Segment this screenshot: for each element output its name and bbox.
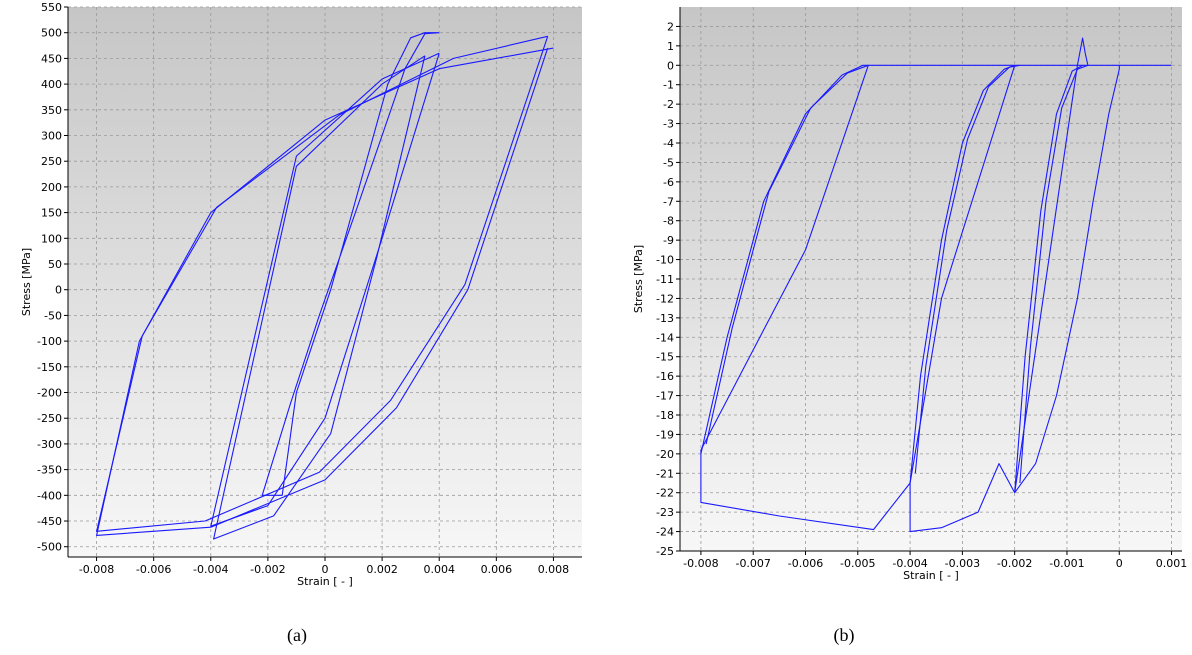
y-tick-label: -450 (37, 515, 62, 528)
x-tick-label: -0.002 (997, 557, 1032, 570)
x-tick-label: -0.004 (892, 557, 927, 570)
series-group (96, 32, 554, 540)
series-line-2 (96, 35, 549, 532)
chart-panel-b: 2 1 0 -1 -2 -3 -4 -5 -6 -7 -8 -9 -10 -11 -12 -13 -14 -15 -… (620, 0, 1192, 600)
x-axis-label: Strain [ - ] (903, 569, 959, 582)
x-tick-label: -0.006 (136, 563, 171, 576)
series-line-8 (909, 463, 1016, 533)
y-tick-label: 200 (41, 181, 62, 194)
y-tick-label: -15 (656, 351, 674, 364)
y-tick-label: -16 (656, 370, 674, 383)
series-group (700, 37, 1172, 533)
y-tick-label: -9 (663, 234, 674, 247)
series-line-5 (909, 64, 1015, 484)
x-tick-label: -0.008 (683, 557, 718, 570)
y-tick-label: -13 (656, 312, 674, 325)
y-axis-label: Stress [MPa] (632, 245, 645, 313)
y-tick-label: 100 (41, 232, 62, 245)
y-tick-label: -10 (656, 254, 674, 267)
x-tick-label: 0.004 (423, 563, 455, 576)
chart-b-svg: 2 1 0 -1 -2 -3 -4 -5 -6 -7 -8 -9 -10 -11 -12 -13 -14 -15 -… (632, 7, 1188, 582)
y-tick-label: -7 (663, 195, 674, 208)
x-tick-label: 0 (1116, 557, 1123, 570)
x-tick-label: -0.007 (735, 557, 770, 570)
y-tick-label: -2 (663, 98, 674, 111)
x-tick-label: 0 (322, 563, 329, 576)
y-tick-label: -250 (37, 412, 62, 425)
y-tick-label: 450 (41, 52, 62, 65)
y-tick-label: -19 (656, 428, 674, 441)
y-tick-label: 0 (55, 284, 62, 297)
y-tick-label: -350 (37, 464, 62, 477)
series-line-11 (1014, 65, 1078, 493)
x-tick-label: -0.002 (250, 563, 285, 576)
y-tick-label: 2 (667, 20, 674, 33)
y-tick-label: -400 (37, 489, 62, 502)
y-tick-label: -100 (37, 335, 62, 348)
series-line-3 (700, 65, 869, 451)
y-tick-label: -3 (663, 118, 674, 131)
y-tick-label: -6 (663, 176, 674, 189)
plot-area (68, 7, 582, 557)
series-line-7 (909, 65, 1016, 484)
series-line-4 (700, 450, 911, 531)
x-tick-label: 0.006 (481, 563, 513, 576)
x-tick-label: -0.003 (945, 557, 980, 570)
y-tick-label: 50 (48, 258, 62, 271)
x-tick-label: -0.006 (788, 557, 823, 570)
x-tick-label: 0.002 (366, 563, 398, 576)
chart-panel-a: 550 500 450 400 350 300 250 200 150 100 50 0 -50 -100… (0, 0, 590, 600)
x-axis-label: Strain [ - ] (297, 575, 353, 588)
y-tick-label: -200 (37, 387, 62, 400)
x-tick-label: -0.005 (840, 557, 875, 570)
y-tick-label: 250 (41, 155, 62, 168)
y-tick-label: -150 (37, 361, 62, 374)
x-tick-label: 0.008 (538, 563, 570, 576)
series-line-12 (1014, 65, 1120, 494)
plot-area (680, 7, 1182, 551)
x-tick-label: -0.004 (193, 563, 228, 576)
y-tick-label: -24 (656, 526, 674, 539)
y-tick-label: -8 (663, 215, 674, 228)
y-tick-label: -12 (656, 292, 674, 305)
series-line-4 (213, 55, 426, 540)
y-tick-label: -23 (656, 506, 674, 519)
y-tick-label: -4 (663, 137, 674, 150)
caption-b: (b) (833, 625, 855, 645)
series-line-5 (261, 32, 440, 496)
y-tick-label: -25 (656, 545, 674, 558)
y-tick-label: -18 (656, 409, 674, 422)
x-tick-label: 0.001 (1156, 557, 1188, 570)
y-tick-label: 300 (41, 130, 62, 143)
y-tick-label: -11 (656, 273, 674, 286)
y-tick-label: -50 (44, 309, 62, 322)
y-tick-label: -5 (663, 156, 674, 169)
y-tick-label: -20 (656, 448, 674, 461)
caption-a: (a) (287, 625, 307, 645)
y-tick-label: 400 (41, 78, 62, 91)
series-line-9 (1014, 64, 1083, 493)
series-line-13 (1076, 37, 1089, 66)
y-tick-label: -22 (656, 487, 674, 500)
y-tick-label: -500 (37, 541, 62, 554)
x-tick-label: -0.001 (1049, 557, 1084, 570)
y-tick-label: -17 (656, 390, 674, 403)
y-tick-label: 350 (41, 104, 62, 117)
y-tick-label: -14 (656, 331, 674, 344)
y-tick-label: 1 (667, 40, 674, 53)
y-tick-label: 0 (667, 59, 674, 72)
series-line-6 (914, 64, 1020, 474)
y-tick-label: 150 (41, 207, 62, 220)
y-tick-label: -300 (37, 438, 62, 451)
y-tick-label: 550 (41, 1, 62, 14)
series-line-3 (210, 52, 440, 527)
series-line-10 (1019, 64, 1089, 484)
chart-a-svg: 550500450400350300250200150100500-50-100… (20, 1, 582, 588)
y-tick-label: -21 (656, 467, 674, 480)
y-tick-label: -1 (663, 79, 674, 92)
y-axis-label: Stress [MPa] (20, 248, 33, 316)
series-line-2 (705, 64, 869, 445)
y-tick-label: 500 (41, 27, 62, 40)
x-tick-label: -0.008 (79, 563, 114, 576)
